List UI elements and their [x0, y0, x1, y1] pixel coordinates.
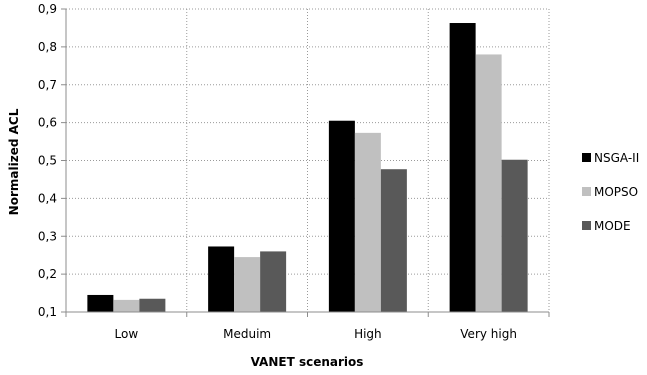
- legend-swatch: [582, 221, 591, 230]
- y-tick-label: 0,9: [38, 2, 57, 16]
- legend-label: NSGA-II: [594, 151, 639, 165]
- bar-nsga-ii-very-high: [449, 23, 476, 312]
- y-tick-label: 0,2: [38, 267, 57, 281]
- y-tick-label: 0,8: [38, 40, 57, 54]
- legend: NSGA-II MOPSO MODE: [582, 151, 639, 233]
- legend-swatch: [582, 153, 591, 162]
- y-tick-label: 0,1: [38, 305, 57, 319]
- bar-nsga-ii-meduim: [208, 246, 235, 312]
- y-axis-ticks: 0,1 0,2 0,3 0,4 0,5 0,6 0,7 0,8 0,9: [38, 2, 66, 319]
- axes: [65, 9, 550, 317]
- y-tick-label: 0,6: [38, 116, 57, 130]
- y-tick-label: 0,7: [38, 78, 57, 92]
- legend-label: MOPSO: [594, 185, 638, 199]
- bar-mode-meduim: [260, 251, 287, 312]
- y-tick-label: 0,3: [38, 229, 57, 243]
- bar-mopso-very-high: [475, 54, 502, 312]
- legend-label: MODE: [594, 219, 631, 233]
- bar-mode-very-high: [501, 159, 528, 312]
- x-category-label: High: [354, 327, 382, 341]
- bar-nsga-ii-high: [328, 120, 355, 312]
- x-category-label: Meduim: [223, 327, 271, 341]
- bar-mopso-high: [354, 132, 381, 312]
- bar-mode-high: [380, 169, 407, 312]
- x-axis-categories: Low Meduim High Very high: [115, 327, 517, 341]
- legend-swatch: [582, 187, 591, 196]
- x-category-label: Very high: [460, 327, 517, 341]
- y-tick-label: 0,5: [38, 154, 57, 168]
- bar-mode-low: [139, 298, 166, 312]
- bars: [87, 23, 528, 312]
- bar-nsga-ii-low: [87, 294, 114, 312]
- x-axis-title: VANET scenarios: [251, 355, 364, 369]
- y-axis-title: Normalized ACL: [7, 108, 21, 215]
- bar-mopso-meduim: [234, 257, 261, 312]
- y-tick-label: 0,4: [38, 191, 57, 205]
- x-category-label: Low: [115, 327, 139, 341]
- bar-mopso-low: [113, 299, 140, 312]
